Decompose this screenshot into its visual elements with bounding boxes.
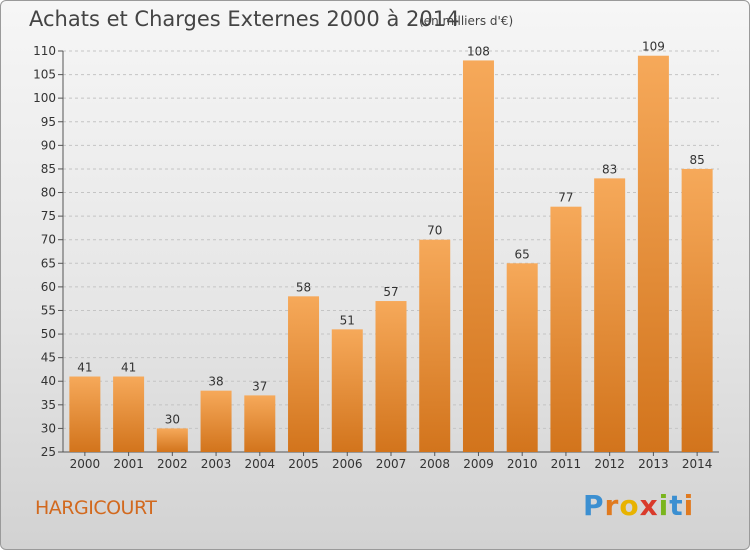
logo-letter: i	[658, 489, 670, 522]
logo-letter: i	[683, 489, 695, 522]
x-tick-label: 2012	[594, 457, 625, 471]
x-tick-label: 2013	[638, 457, 669, 471]
x-tick-label: 2001	[113, 457, 144, 471]
x-tick-label: 2008	[419, 457, 450, 471]
bar-2007	[375, 301, 407, 452]
value-label: 70	[427, 224, 442, 238]
y-tick-label: 35	[41, 398, 56, 412]
bars	[69, 55, 713, 453]
y-tick-label: 80	[41, 186, 56, 200]
y-tick-label: 50	[41, 327, 56, 341]
y-tick-label: 45	[41, 351, 56, 365]
x-tick-label: 2002	[157, 457, 188, 471]
x-tick-label: 2007	[376, 457, 407, 471]
logo-letter: o	[619, 489, 640, 522]
bar-2006	[331, 329, 363, 452]
y-tick-label: 30	[41, 421, 56, 435]
value-label: 41	[121, 361, 136, 375]
value-label: 109	[642, 40, 665, 54]
bar-2002	[156, 428, 188, 452]
value-labels: 41 41 30 38 37 58 51 57 70 108 65 77 83 109 85	[77, 40, 705, 427]
value-label: 77	[558, 191, 573, 205]
value-label: 85	[689, 153, 704, 167]
bar-2004	[244, 395, 276, 452]
bar-2005	[288, 296, 320, 452]
value-label: 58	[296, 280, 311, 294]
chart-title: Achats et Charges Externes 2000 à 2014	[29, 7, 460, 31]
value-label: 108	[467, 44, 490, 58]
x-tick-label: 2009	[463, 457, 494, 471]
bar-2003	[200, 390, 232, 452]
proxiti-logo: Proxiti	[583, 489, 694, 522]
x-tick-label: 2000	[70, 457, 101, 471]
y-tick-label: 105	[33, 68, 56, 82]
commune-name: HARGICOURT	[35, 497, 157, 519]
value-label: 65	[515, 247, 530, 261]
value-label: 37	[252, 379, 267, 393]
y-tick-label: 70	[41, 233, 56, 247]
bar-2000	[69, 376, 101, 452]
y-tick-label: 55	[41, 303, 56, 317]
y-tick-label: 110	[33, 44, 56, 58]
y-tick-label: 95	[41, 115, 56, 129]
logo-letter: r	[604, 489, 620, 522]
value-label: 83	[602, 162, 617, 176]
bar-2014	[681, 168, 713, 453]
value-label: 30	[165, 412, 180, 426]
axes: 25 30 35 40 45 50 55 60 65 70 75 80 85 90 95 100 105 110 2…	[33, 44, 719, 471]
x-tick-label: 2014	[682, 457, 713, 471]
chart-unit: (en milliers d'€)	[419, 14, 514, 28]
bar-2009	[462, 60, 494, 452]
bar-2010	[506, 263, 538, 452]
bar-2013	[637, 55, 669, 452]
x-tick-label: 2003	[201, 457, 232, 471]
y-tick-label: 25	[41, 445, 56, 459]
x-tick-label: 2011	[551, 457, 582, 471]
value-label: 51	[340, 313, 355, 327]
y-tick-label: 40	[41, 374, 56, 388]
y-tick-label: 65	[41, 256, 56, 270]
x-tick-label: 2010	[507, 457, 538, 471]
value-label: 41	[77, 361, 92, 375]
y-tick-label: 90	[41, 138, 56, 152]
bar-2012	[594, 178, 626, 452]
y-tick-label: 100	[33, 91, 56, 105]
logo-letter: P	[583, 489, 605, 522]
bar-2001	[113, 376, 145, 452]
y-tick-label: 60	[41, 280, 56, 294]
bar-2008	[419, 239, 451, 452]
x-tick-label: 2006	[332, 457, 363, 471]
value-label: 38	[208, 375, 223, 389]
y-tick-label: 75	[41, 209, 56, 223]
logo-letter: x	[639, 489, 659, 522]
value-label: 57	[383, 285, 398, 299]
x-tick-label: 2005	[288, 457, 319, 471]
x-tick-label: 2004	[245, 457, 276, 471]
y-tick-label: 85	[41, 162, 56, 176]
bar-2011	[550, 206, 582, 452]
logo-letter: t	[669, 489, 684, 522]
